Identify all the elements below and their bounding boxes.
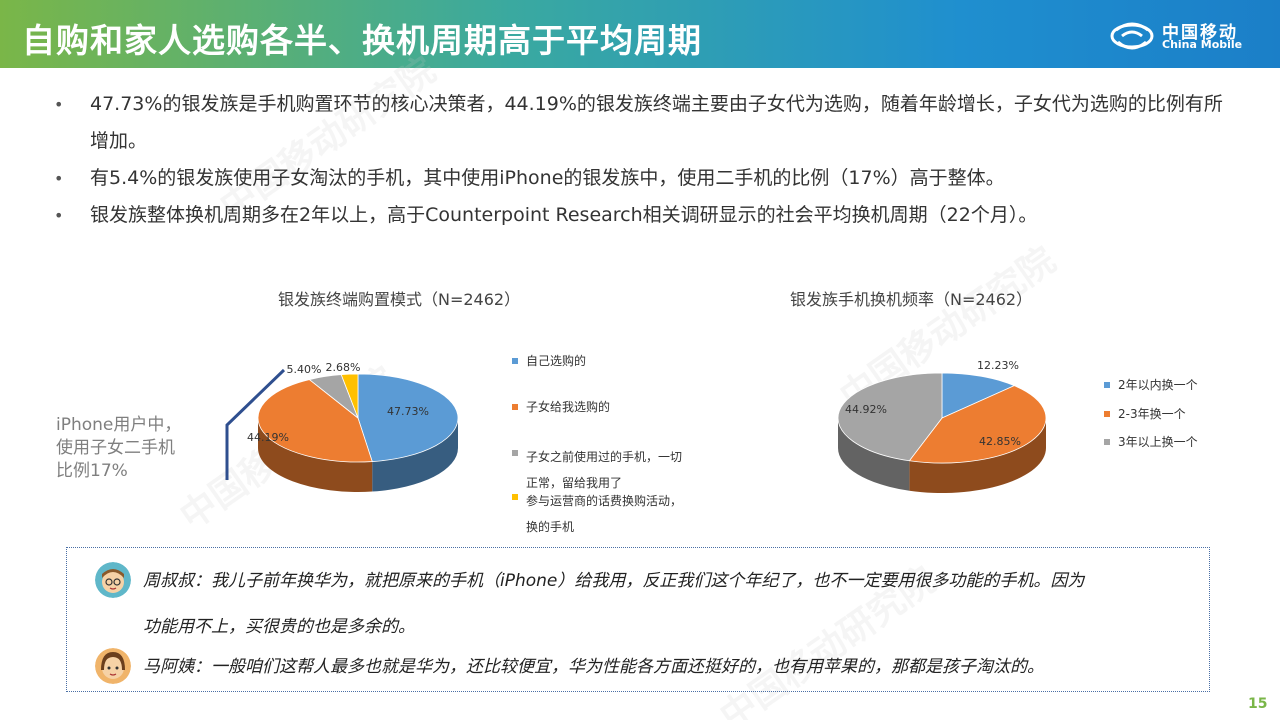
legend-item: 子女给我选购的 bbox=[512, 398, 610, 415]
china-mobile-logo: 中国移动 China Mobile bbox=[1110, 16, 1270, 56]
pie-slice bbox=[941, 372, 1016, 419]
page-title: 自购和家人选购各半、换机周期高于平均周期 bbox=[22, 21, 702, 60]
side-note-line: 使用子女二手机 bbox=[56, 438, 175, 458]
callout-bracket bbox=[225, 368, 286, 480]
side-note-line: iPhone用户中， bbox=[56, 415, 182, 435]
bullet-item: 47.73%的银发族是手机购置环节的核心决策者，44.19%的银发族终端主要由子… bbox=[50, 86, 1230, 160]
legend-label: 换的手机 bbox=[526, 520, 575, 534]
china-mobile-logo-icon bbox=[1110, 22, 1154, 50]
page-number: 15 bbox=[1248, 696, 1268, 712]
legend-item: 2年以内换一个 bbox=[1104, 376, 1198, 393]
pie-slice bbox=[908, 385, 1047, 464]
legend-item: 参与运营商的话费换购活动， 换的手机 bbox=[512, 488, 682, 540]
interview-quote-box: 周叔叔：我儿子前年换华为，就把原来的手机（iPhone）给我用，反正我们这个年纪… bbox=[66, 547, 1210, 692]
pie-slice-side bbox=[909, 418, 1046, 493]
quote-line: 马阿姨：一般咱们这帮人最多也就是华为，还比较便宜，华为性能各方面还挺好的，也有用… bbox=[143, 657, 1044, 677]
pie-slice-side bbox=[372, 418, 458, 492]
pie-data-label: 2.68% bbox=[326, 361, 361, 374]
legend-swatch bbox=[1104, 411, 1110, 417]
side-note-line: 比例17% bbox=[56, 461, 128, 481]
pie-slice bbox=[340, 373, 359, 419]
bullet-list: 47.73%的银发族是手机购置环节的核心决策者，44.19%的银发族终端主要由子… bbox=[50, 86, 1230, 234]
pie-slice-side bbox=[258, 418, 373, 492]
legend-label: 3年以上换一个 bbox=[1118, 435, 1198, 449]
pie-chart-purchase-mode: 47.73% 44.19% 5.40% 2.68% bbox=[247, 361, 459, 492]
legend-item: 3年以上换一个 bbox=[1104, 433, 1198, 450]
legend-swatch bbox=[512, 450, 518, 456]
logo-text-cn: 中国移动 bbox=[1162, 23, 1238, 43]
pie-data-label: 44.92% bbox=[845, 403, 887, 416]
legend-swatch bbox=[512, 494, 518, 500]
pie-slice bbox=[357, 373, 459, 462]
quote-uncle-zhou: 周叔叔：我儿子前年换华为，就把原来的手机（iPhone）给我用，反正我们这个年纪… bbox=[143, 558, 1203, 650]
logo-text-en: China Mobile bbox=[1162, 38, 1243, 51]
legend-label: 子女之前使用过的手机，一切 bbox=[526, 450, 683, 464]
quote-auntie-ma: 马阿姨：一般咱们这帮人最多也就是华为，还比较便宜，华为性能各方面还挺好的，也有用… bbox=[143, 644, 1203, 690]
legend-swatch bbox=[512, 404, 518, 410]
legend-label: 2年以内换一个 bbox=[1118, 378, 1198, 392]
quote-line: 周叔叔：我儿子前年换华为，就把原来的手机（iPhone）给我用，反正我们这个年纪… bbox=[143, 571, 1085, 591]
pie-slice bbox=[257, 379, 373, 463]
chart1-title: 银发族终端购置模式（N=2462） bbox=[278, 290, 521, 309]
legend-item: 子女之前使用过的手机，一切 正常，留给我用了 bbox=[512, 444, 682, 496]
bullet-item: 银发族整体换机周期多在2年以上，高于Counterpoint Research相… bbox=[50, 197, 1230, 234]
pie-data-label: 44.19% bbox=[247, 431, 289, 444]
legend-label: 2-3年换一个 bbox=[1118, 407, 1186, 421]
iphone-side-note: iPhone用户中， 使用子女二手机 比例17% bbox=[56, 414, 206, 483]
legend-swatch bbox=[512, 358, 518, 364]
legend-label: 子女给我选购的 bbox=[526, 400, 611, 414]
legend-label: 正常，留给我用了 bbox=[526, 476, 623, 490]
avatar-woman-icon bbox=[95, 648, 131, 684]
legend-swatch bbox=[1104, 439, 1110, 445]
pie-slice bbox=[837, 372, 943, 462]
legend-label: 自己选购的 bbox=[526, 354, 587, 368]
pie-data-label: 47.73% bbox=[387, 405, 429, 418]
pie-data-label: 5.40% bbox=[287, 363, 322, 376]
pie-data-label: 42.85% bbox=[979, 435, 1021, 448]
header-bar: 自购和家人选购各半、换机周期高于平均周期 中国移动 China Mobile bbox=[0, 0, 1280, 68]
legend-item: 自己选购的 bbox=[512, 352, 586, 369]
legend-item: 2-3年换一个 bbox=[1104, 405, 1186, 422]
quote-line: 功能用不上，买很贵的也是多余的。 bbox=[143, 617, 415, 637]
pie-chart-replacement-frequency: 12.23% 42.85% 44.92% bbox=[837, 359, 1047, 493]
bullet-item: 有5.4%的银发族使用子女淘汰的手机，其中使用iPhone的银发族中，使用二手机… bbox=[50, 160, 1230, 197]
legend-label: 参与运营商的话费换购活动， bbox=[526, 494, 683, 508]
legend-swatch bbox=[1104, 382, 1110, 388]
avatar-man-icon bbox=[95, 562, 131, 598]
pie-slice-side bbox=[838, 418, 910, 491]
pie-data-label: 12.23% bbox=[977, 359, 1019, 372]
chart2-title: 银发族手机换机频率（N=2462） bbox=[790, 290, 1033, 309]
